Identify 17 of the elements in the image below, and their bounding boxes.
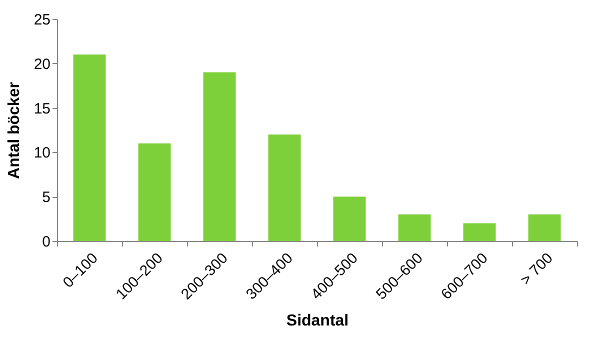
bar	[138, 143, 171, 241]
bar	[463, 223, 496, 241]
y-tick-label: 10	[34, 144, 50, 162]
y-tick-label: 25	[34, 12, 50, 28]
y-tick-label: 20	[34, 56, 50, 73]
y-tick-label: 0	[42, 234, 50, 250]
bar	[333, 196, 366, 241]
x-axis-title: Sidantal	[286, 312, 349, 330]
y-tick-label: 15	[34, 100, 50, 118]
bar	[528, 214, 561, 241]
y-tick-label: 5	[42, 189, 50, 206]
bar	[73, 54, 106, 241]
bar	[268, 134, 301, 241]
x-tick-label: > 700	[517, 250, 556, 289]
bar	[398, 214, 431, 241]
bar	[203, 72, 236, 241]
y-axis-title: Antal böcker	[6, 82, 23, 179]
